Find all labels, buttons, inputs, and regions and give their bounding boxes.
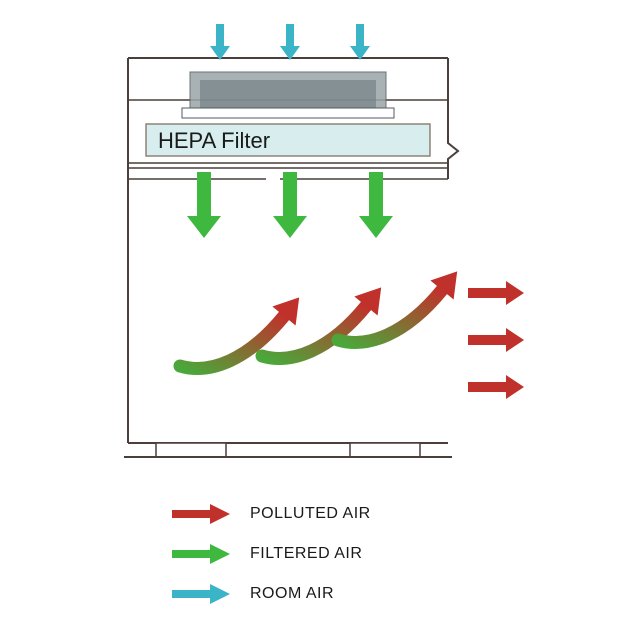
legend-label-room: ROOM AIR [250,585,334,603]
filtered-arrow-icon [170,543,232,565]
svg-text:HEPA Filter: HEPA Filter [158,128,270,153]
legend-item-filtered: FILTERED AIR [170,538,371,570]
legend-label-polluted: POLLUTED AIR [250,505,371,523]
room-arrow-icon [170,583,232,605]
legend-item-polluted: POLLUTED AIR [170,498,371,530]
legend: POLLUTED AIR FILTERED AIR ROOM AIR [170,498,371,618]
polluted-arrow-icon [170,503,232,525]
legend-label-filtered: FILTERED AIR [250,545,362,563]
legend-item-room: ROOM AIR [170,578,371,610]
